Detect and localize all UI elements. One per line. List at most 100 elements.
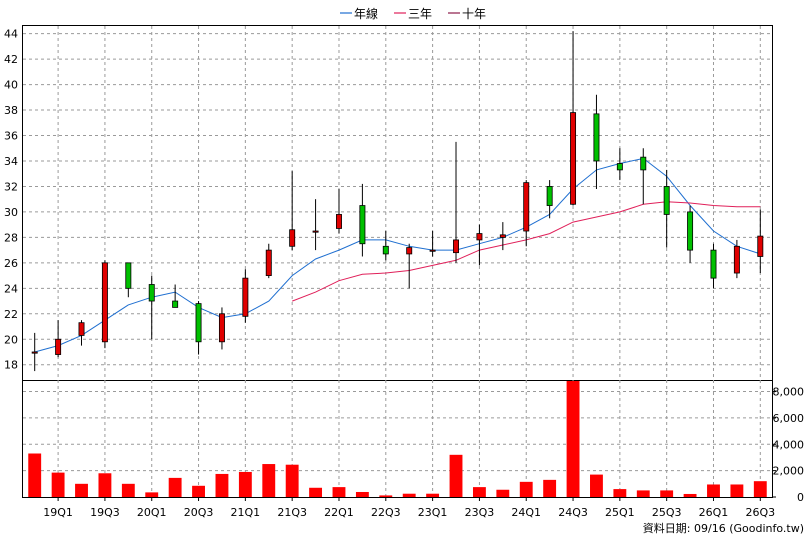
volume-bars — [28, 381, 767, 497]
price-tick-label: 44 — [4, 28, 18, 41]
legend: 年線 三年 十年 — [340, 6, 486, 21]
volume-axis: 0 2,000 4,000 6,000 8,000 — [772, 386, 804, 504]
volume-bar — [332, 487, 346, 497]
candle-body — [523, 182, 530, 232]
price-tick-label: 26 — [4, 257, 18, 270]
x-tick-label: 21Q3 — [277, 506, 307, 519]
candle-body — [382, 245, 389, 255]
x-tick-label: 26Q3 — [745, 506, 775, 519]
candle-body — [125, 262, 132, 289]
volume-bar — [379, 495, 393, 497]
volume-bar — [98, 473, 112, 497]
volume-bar — [613, 489, 627, 497]
candle-body — [195, 303, 202, 343]
x-tick-label: 21Q1 — [231, 506, 261, 519]
data-date-credit: 資料日期: 09/16 (Goodinfo.tw) — [643, 521, 804, 535]
candle-body — [663, 186, 670, 215]
candle-body — [499, 234, 506, 238]
candle-body — [710, 249, 717, 279]
legend-label: 年線 — [354, 6, 378, 21]
candle-body — [218, 313, 225, 343]
candle-body — [687, 211, 694, 251]
x-tick-label: 20Q3 — [184, 506, 214, 519]
x-tick-label: 22Q1 — [324, 506, 354, 519]
candle-body — [148, 284, 155, 302]
x-tick-label: 25Q3 — [652, 506, 682, 519]
candle-body — [429, 249, 436, 252]
volume-bar — [519, 481, 533, 497]
volume-bar — [753, 481, 767, 497]
volume-tick-label: 4,000 — [773, 438, 805, 451]
price-tick-label: 30 — [4, 206, 18, 219]
price-tick-label: 22 — [4, 308, 18, 321]
x-tick-label: 24Q1 — [511, 506, 541, 519]
price-tick-label: 18 — [4, 359, 18, 372]
volume-bar — [707, 484, 720, 497]
candle-body — [31, 351, 38, 354]
volume-bar — [309, 487, 323, 497]
x-axis: 19Q1 19Q3 20Q1 20Q3 21Q1 21Q3 22Q1 22Q3 23Q1 23Q3… — [43, 497, 775, 519]
candle-body — [336, 214, 342, 229]
x-tick-label: 22Q3 — [371, 506, 401, 519]
candle-body — [289, 229, 296, 247]
volume-bar — [262, 464, 276, 497]
volume-bar — [75, 483, 88, 497]
volume-bar — [496, 489, 510, 497]
volume-bar — [168, 477, 182, 497]
price-tick-label: 24 — [4, 282, 18, 295]
volume-bar — [426, 493, 440, 497]
x-tick-label: 23Q1 — [418, 506, 448, 519]
price-tick-label: 38 — [4, 104, 18, 117]
x-tick-label: 19Q1 — [43, 506, 73, 519]
candle-body — [406, 247, 413, 255]
volume-tick-label: 8,000 — [773, 386, 805, 399]
price-tick-label: 28 — [4, 231, 18, 244]
candle-body — [476, 233, 483, 241]
candle-body — [265, 249, 272, 276]
price-tick-label: 32 — [4, 180, 18, 193]
candle-body — [172, 300, 179, 308]
candle-body — [570, 112, 577, 205]
candle-body — [359, 205, 366, 245]
price-tick-label: 20 — [4, 333, 18, 346]
volume-bar — [238, 471, 252, 497]
price-tick-label: 40 — [4, 79, 18, 92]
ma-line-年線 — [34, 157, 761, 353]
candle-body — [640, 156, 647, 171]
volume-bar — [730, 484, 744, 497]
x-tick-label: 23Q3 — [465, 506, 495, 519]
x-tick-label: 24Q3 — [558, 506, 588, 519]
price-tick-label: 36 — [4, 130, 18, 143]
candle-body — [101, 262, 108, 343]
volume-bar — [121, 483, 135, 497]
x-tick-label: 25Q1 — [605, 506, 635, 519]
volume-bar — [355, 491, 369, 497]
volume-bar — [285, 464, 299, 497]
price-axis: 18 20 22 24 26 28 30 32 34 36 38 40 42 44 — [4, 28, 18, 372]
x-tick-label: 20Q1 — [137, 506, 167, 519]
candle-body — [453, 239, 459, 254]
volume-tick-label: 6,000 — [773, 412, 805, 425]
x-tick-label: 19Q3 — [90, 506, 120, 519]
legend-label: 三年 — [408, 7, 432, 21]
volume-tick-label: 2,000 — [773, 465, 805, 478]
x-tick-label: 26Q1 — [699, 506, 729, 519]
candles — [31, 31, 764, 372]
candle-body — [242, 277, 249, 317]
volume-bar — [192, 485, 205, 497]
volume-bar — [683, 493, 697, 497]
legend-label: 十年 — [462, 7, 486, 21]
volume-bar — [51, 472, 65, 497]
candle-body — [733, 245, 740, 274]
volume-bar — [215, 473, 229, 497]
volume-bar — [28, 453, 42, 497]
volume-bar — [660, 490, 674, 497]
volume-tick-label: 0 — [797, 491, 804, 504]
volume-bar — [472, 487, 486, 497]
candle-body — [757, 235, 764, 257]
price-tick-label: 42 — [4, 53, 18, 66]
volume-bar — [402, 493, 416, 497]
candle-body — [312, 230, 319, 233]
candle-body — [593, 113, 600, 162]
